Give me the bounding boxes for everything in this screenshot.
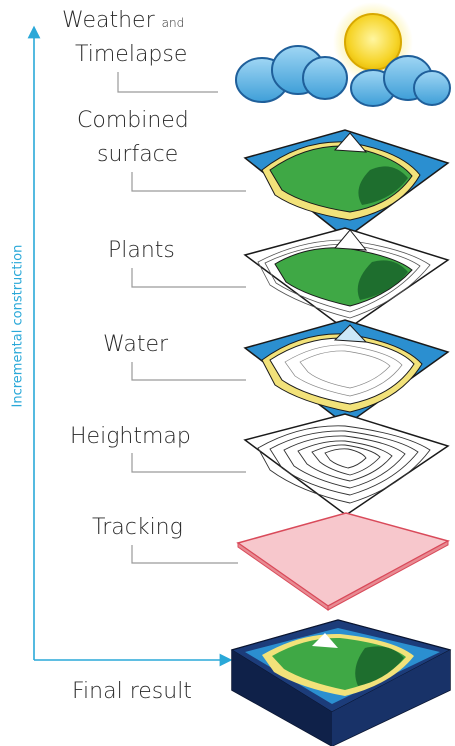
weather-illustration — [235, 2, 451, 107]
combined-surface-terrain — [243, 129, 450, 239]
water-terrain — [243, 319, 450, 426]
label-final: Final result — [72, 679, 192, 704]
axis-arrows — [27, 25, 233, 667]
heightmap-terrain — [243, 413, 450, 516]
label-heightmap: Heightmap — [70, 424, 191, 449]
label-tracking: Tracking — [92, 515, 183, 540]
label-timelapse: Timelapse — [75, 42, 188, 67]
cloud-right — [350, 55, 451, 107]
label-weather: Weather and — [62, 8, 184, 33]
final-result-sandbox — [230, 619, 452, 746]
label-plants: Plants — [108, 238, 175, 263]
label-water: Water — [103, 332, 169, 357]
label-weather-line1: Weather — [62, 8, 155, 33]
leader-lines — [117, 72, 246, 564]
cloud-left — [235, 45, 348, 103]
plants-terrain — [243, 227, 450, 331]
label-surface: surface — [97, 142, 179, 167]
label-weather-and: and — [161, 16, 185, 30]
label-combined: Combined — [77, 108, 189, 133]
tracking-plane — [236, 512, 450, 611]
